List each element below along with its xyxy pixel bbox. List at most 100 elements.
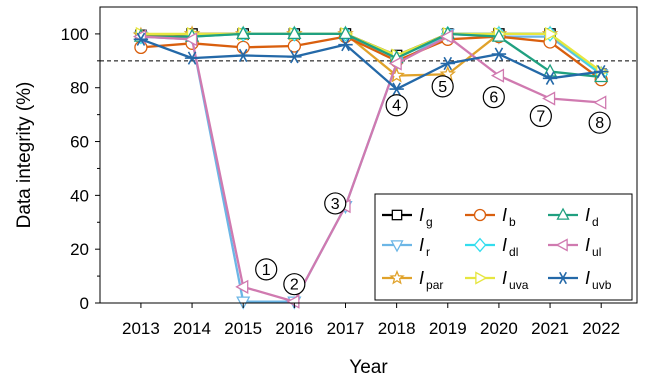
data-point-par-2018 [388,66,405,83]
data-point-uvb-2017 [338,38,353,52]
data-point-ul-2016 [286,294,300,309]
data-point-ul-2020 [490,68,505,83]
annotation-circle-2 [283,273,306,296]
data-point-uvb-2020 [491,47,507,61]
x-axis-title: Year [349,357,388,378]
data-point-uvb-2014 [184,51,200,65]
data-point-d-2015 [236,25,251,40]
data-point-uvb-2022 [594,64,609,79]
legend-marker-d [556,207,570,220]
legend-marker-uvb [556,271,570,285]
data-point-ul-2021 [542,91,556,106]
x-tick-label-2016: 2016 [275,319,313,338]
series-line-d [140,32,602,79]
y-tick-label-0: 0 [80,294,89,313]
data-point-ul-2019 [439,29,453,44]
legend-box [374,193,633,301]
data-point-ul-2014 [184,32,198,47]
x-tick-label-2018: 2018 [378,319,416,338]
annotation-label-5: 5 [438,79,447,96]
series-ul [132,29,607,309]
data-point-d-2020 [491,28,507,42]
legend-marker-b [473,208,487,222]
annotation-label-2: 2 [290,277,299,294]
series-line-ul [140,35,602,303]
data-point-d-2017 [338,25,353,40]
x-tick-label-2022: 2022 [582,319,620,338]
legend-marker-g [391,209,403,221]
legend-marker-par [389,269,405,285]
series-line-b [140,35,602,81]
annotation-circle-3 [324,192,347,215]
x-tick-label-2019: 2019 [429,319,467,338]
annotations-group: 1 2 3 4 5 6 7 8 [255,75,611,296]
annotation-label-6: 6 [489,90,498,107]
data-point-ul-2022 [593,95,607,110]
annotation-circle-7 [529,104,552,128]
y-tick-label-20: 20 [70,240,89,259]
annotation-circle-5 [431,75,454,98]
x-tick-label-2014: 2014 [173,319,211,338]
axes-group: 2013 2014 2015 2016 2017 2018 2019 2020 2021 2022… [61,6,638,338]
annotation-circle-1 [255,258,278,281]
data-point-b-2016 [287,39,301,53]
data-point-uva-2021 [544,26,559,41]
legend-marker-r [390,240,404,253]
annotation-circle-6 [482,86,505,109]
plot-frame [99,6,638,304]
annotation-circle-4 [385,94,408,117]
data-point-uvb-2015 [236,48,251,63]
series-line-uvb [140,38,602,91]
annotation-label-1: 1 [262,262,271,279]
data-point-uvb-2013 [133,32,149,46]
x-tick-label-2015: 2015 [224,319,262,338]
annotation-label-4: 4 [392,98,401,115]
legend-marker-uva [475,271,488,285]
x-tick-label-2021: 2021 [531,319,569,338]
data-point-uvb-2019 [440,56,455,71]
series-line-uva [140,32,602,73]
y-tick-label-80: 80 [70,79,89,98]
annotation-circle-8 [588,111,611,134]
data-point-d-2016 [287,25,302,40]
annotation-label-8: 8 [595,115,604,132]
y-tick-label-40: 40 [70,186,89,205]
legend-marker-ul [555,238,568,252]
y-tick-label-60: 60 [70,133,89,152]
data-point-ul-2015 [235,279,249,294]
y-axis-title: Data integrity (%) [14,82,35,229]
annotation-label-7: 7 [536,108,545,125]
data-point-uvb-2018 [389,82,404,96]
annotation-label-3: 3 [331,196,340,213]
data-point-ul-2018 [388,56,402,71]
x-tick-label-2013: 2013 [122,319,160,338]
series-group [132,25,610,310]
data-point-uvb-2021 [542,71,558,85]
data-point-uvb-2016 [287,50,302,64]
data-point-b-2015 [236,40,250,55]
y-tick-label-100: 100 [61,25,89,44]
legend-marker-dl [473,237,487,253]
x-tick-label-2020: 2020 [480,319,518,338]
